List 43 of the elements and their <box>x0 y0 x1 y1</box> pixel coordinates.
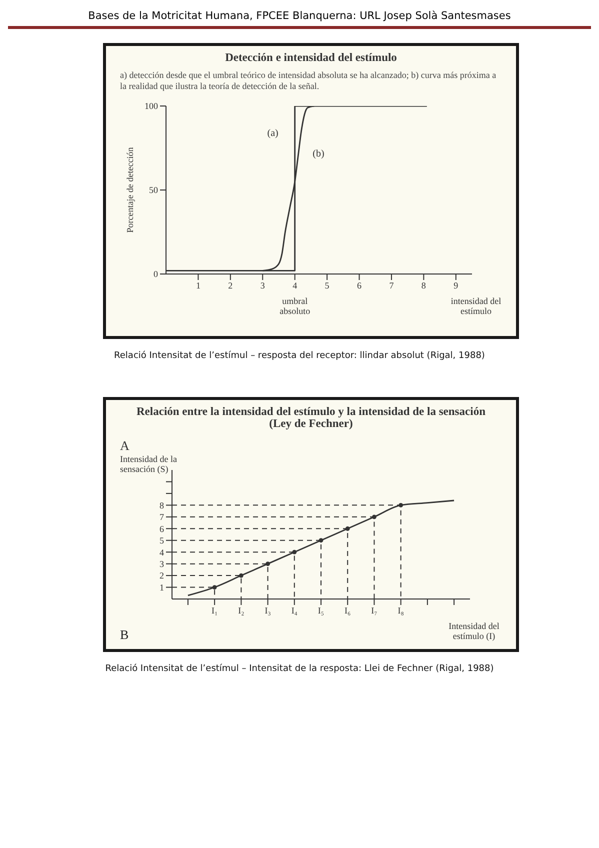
x-tick-label: I₆ <box>344 604 351 615</box>
text: Relació Intensitat de l’estímul – Intensitat de la resposta: Llei de Fechner (Rigal, 1988) <box>104 664 495 674</box>
series-label: (a) <box>267 128 278 139</box>
y-tick-label: 5 <box>160 535 164 546</box>
series-label: (b) <box>312 148 324 159</box>
chart-title: Relación entre la intensidad del estímulo y la intensidad de la sensación (Ley de Fechner) <box>136 406 486 430</box>
y-axis-title: Intensidad de la sensación (S) <box>120 452 178 474</box>
x-tick-label: I₅ <box>318 604 324 615</box>
chart-subtitle: a) detección desde que el umbral teórico de intensidad absoluta se ha alcanzado; b) curva más próxima a la realidad que ilustra la teoría de detección de la señal. <box>119 69 498 92</box>
x-axis-title: Intensidad del estímulo (I) <box>448 620 500 641</box>
x-tick-label: 3 <box>260 280 266 290</box>
y-tick-label: 1 <box>160 582 164 592</box>
text: Relació Intensitat de l’estímul – resposta del receptor: llindar absolut (Rigal, 1988) <box>113 350 486 361</box>
y-tick-label: 6 <box>160 523 164 534</box>
y-tick-label: 4 <box>160 546 164 557</box>
y-tick-label: 0 <box>154 268 158 279</box>
y-tick-label: 7 <box>160 512 164 522</box>
x-tick-label: I₇ <box>371 604 378 615</box>
annotation: umbral absoluto <box>280 296 311 316</box>
x-tick-label: 1 <box>196 280 200 290</box>
x-tick-label: 7 <box>389 280 394 290</box>
x-tick-label: 4 <box>292 280 298 290</box>
y-tick-label: 100 <box>144 100 158 111</box>
x-tick-label: 9 <box>454 280 459 290</box>
x-tick-label: I₄ <box>291 604 298 615</box>
y-axis-title: Porcentaje de detección <box>125 146 136 232</box>
x-tick-label: 2 <box>228 280 233 290</box>
y-tick-label: 2 <box>160 570 164 580</box>
x-tick-label: 5 <box>324 280 330 290</box>
x-tick-label: I₃ <box>264 604 271 615</box>
x-axis-title: intensidad del estímulo <box>450 296 502 316</box>
text: A <box>120 438 130 454</box>
x-tick-label: I₈ <box>398 604 404 615</box>
chart-title: Detección e intensidad del estímulo <box>224 52 398 64</box>
x-tick-label: I₂ <box>238 604 244 615</box>
y-tick-label: 3 <box>160 558 164 569</box>
text: B <box>120 626 129 643</box>
x-tick-label: 8 <box>421 280 426 290</box>
x-tick-label: I₁ <box>212 604 218 615</box>
y-tick-label: 50 <box>149 184 158 195</box>
x-tick-label: 6 <box>357 280 362 290</box>
y-tick-label: 8 <box>160 500 164 510</box>
text: Bases de la Motricitat Humana, FPCEE Blanquerna: URL Josep Solà Santesmases <box>8 8 591 29</box>
